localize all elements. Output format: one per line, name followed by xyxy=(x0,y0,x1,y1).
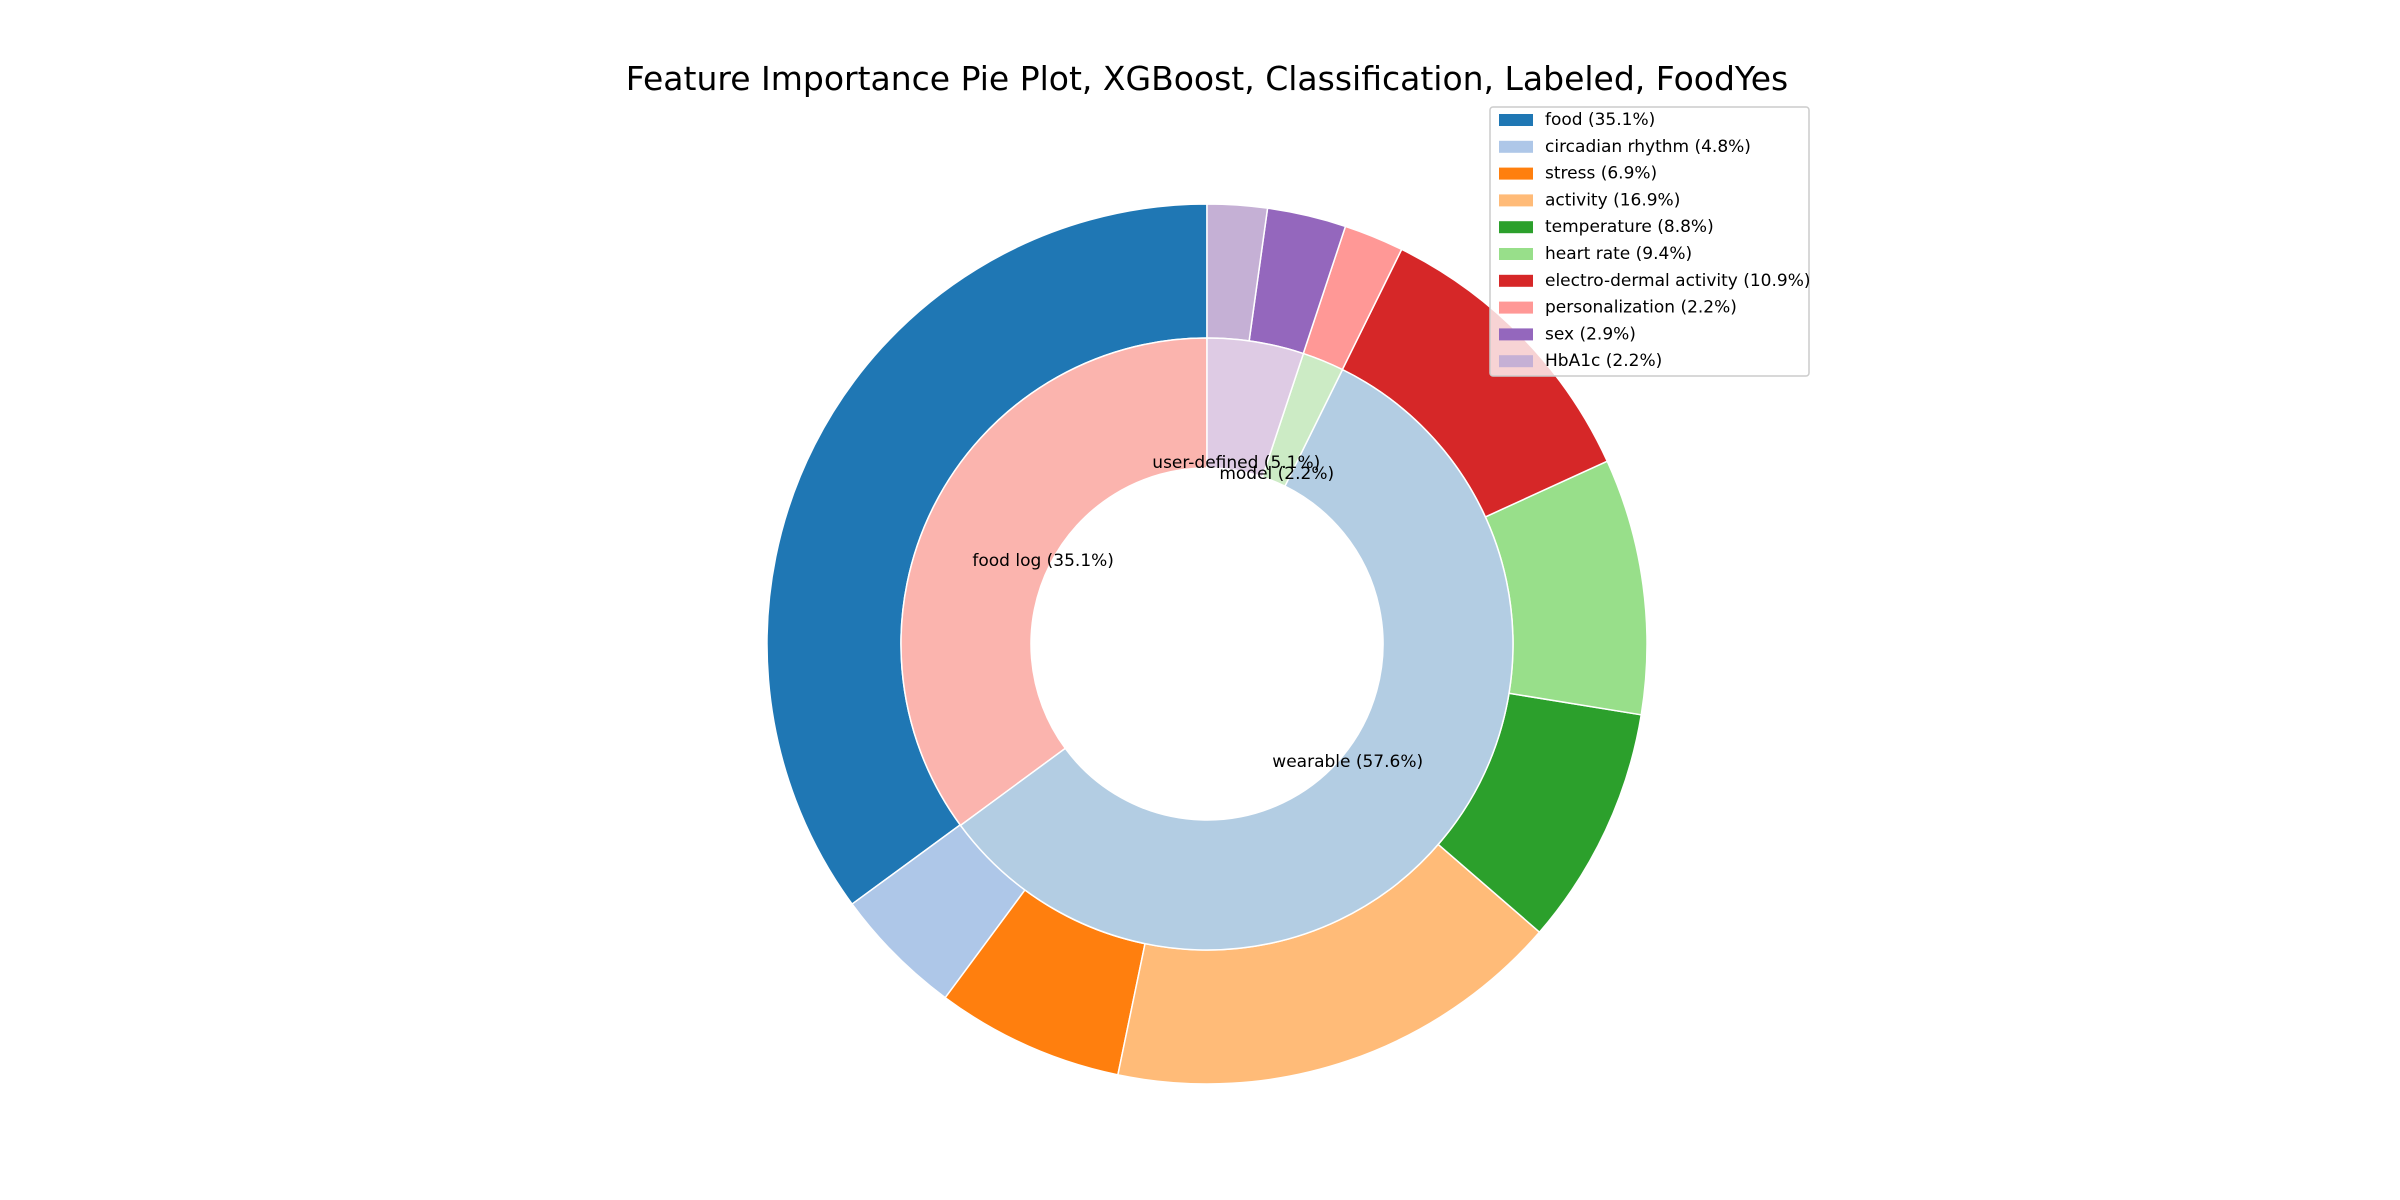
legend-label-electro-dermal-activity-10-9: electro-dermal activity (10.9%) xyxy=(1545,271,1811,291)
legend-swatch-personalization-2-2 xyxy=(1499,301,1533,314)
inner-label-model: model (2.2%) xyxy=(1219,464,1334,484)
legend-label-sex-2-9: sex (2.9%) xyxy=(1545,324,1636,344)
legend-swatch-sex-2-9 xyxy=(1499,328,1533,341)
legend-label-personalization-2-2: personalization (2.2%) xyxy=(1545,298,1737,318)
inner-label-food-log: food log (35.1%) xyxy=(972,551,1114,571)
legend-swatch-food-35-1 xyxy=(1499,114,1533,126)
legend-label-temperature-8-8: temperature (8.8%) xyxy=(1545,217,1714,237)
inner-label-user-defined: user-defined (5.1%) xyxy=(1152,453,1320,473)
legend-swatch-hba1c-2-2 xyxy=(1499,355,1533,368)
legend-frame xyxy=(1489,106,1810,377)
legend-label-activity-16-9: activity (16.9%) xyxy=(1545,190,1680,210)
legend-label-circadian-rhythm-4-8: circadian rhythm (4.8%) xyxy=(1545,137,1751,157)
legend-label-food-35-1: food (35.1%) xyxy=(1545,110,1655,130)
legend: food (35.1%) circadian rhythm (4.8%) stres… xyxy=(1489,106,1811,377)
legend-swatch-temperature-8-8 xyxy=(1499,221,1533,234)
inner-label-wearable: wearable (57.6%) xyxy=(1272,752,1423,772)
inner-slice-user-defined xyxy=(1206,337,1305,478)
legend-label-stress-6-9: stress (6.9%) xyxy=(1545,164,1657,184)
legend-label-hba1c-2-2: HbA1c (2.2%) xyxy=(1545,351,1662,371)
inner-ring xyxy=(900,337,1514,951)
legend-swatch-activity-16-9 xyxy=(1499,194,1533,207)
legend-label-heart-rate-9-4: heart rate (9.4%) xyxy=(1545,244,1692,264)
outer-ring xyxy=(766,203,1648,1085)
inner-slice-food-log xyxy=(900,337,1208,827)
inner-ring-labels: food log (35.1%) wearable (57.6%) model (2… xyxy=(972,453,1423,772)
legend-swatch-circadian-rhythm-4-8 xyxy=(1499,140,1533,153)
legend-swatch-stress-6-9 xyxy=(1499,167,1533,180)
chart-title: Feature Importance Pie Plot, XGBoost, Cl… xyxy=(626,59,1788,98)
inner-slice-wearable xyxy=(959,368,1514,951)
legend-swatch-electro-dermal-activity-10-9 xyxy=(1499,274,1533,287)
legend-swatch-heart-rate-9-4 xyxy=(1499,248,1533,260)
